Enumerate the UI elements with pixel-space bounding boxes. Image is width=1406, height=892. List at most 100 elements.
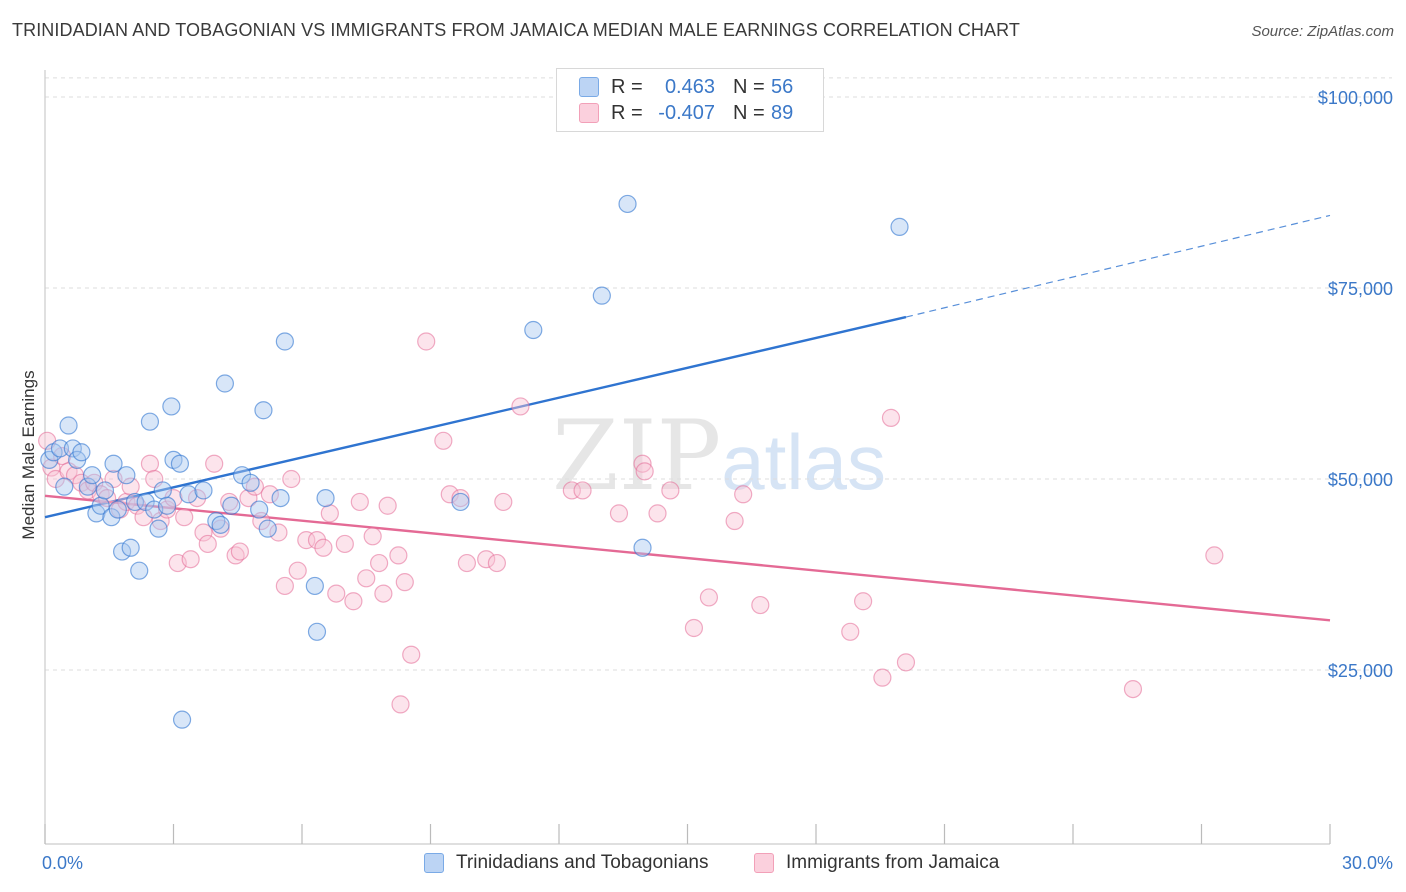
data-point-trinidad [153,481,172,500]
data-point-trinidad [121,538,140,557]
data-point-jamaica [252,511,271,531]
chart-title: TRINIDADIAN AND TOBAGONIAN VS IMMIGRANTS… [12,20,1020,40]
data-point-trinidad [215,374,234,393]
data-point-jamaica [260,485,279,504]
data-point-jamaica [699,588,719,607]
data-point-trinidad [271,489,290,508]
data-point-jamaica [562,481,581,500]
data-point-trinidad [179,485,198,504]
data-point-jamaica [854,592,873,611]
correlation-legend: R = 0.463 N = 56 R = -0.407 N = 89 [556,68,824,132]
legend-item-label: Immigrants from Jamaica [786,852,1000,873]
data-point-jamaica [307,531,327,550]
legend-r-value: 0.463 [664,75,715,98]
data-point-jamaica [198,534,217,554]
data-point-trinidad [170,454,190,473]
legend-n-value: 89 [771,101,794,124]
data-point-trinidad [222,496,241,515]
axis-labels: $25,000 $50,000 $75,000 $100,000 0.0% 30.0% Me… [19,88,1393,873]
data-point-jamaica [157,500,177,519]
data-point-trinidad [83,466,102,485]
data-point-jamaica [494,492,513,512]
trendline-trinidad [44,315,907,519]
data-point-jamaica [175,508,194,527]
data-point-jamaica [648,504,667,523]
data-point-trinidad [50,439,70,458]
data-point-jamaica [841,622,860,641]
data-point-trinidad [194,481,213,500]
data-point-jamaica [391,695,410,714]
legend-swatch-pink [579,103,599,123]
data-point-jamaica [417,332,436,351]
trend-lines [44,214,1331,622]
data-point-jamaica [187,489,207,508]
legend-row-trinidad: R = 0.463 N = 56 [579,74,793,100]
data-point-trinidad [305,576,324,596]
data-point-jamaica [734,485,753,504]
data-point-jamaica [1205,546,1224,565]
data-point-trinidad [316,489,335,508]
data-point-trinidad [162,397,181,416]
data-point-jamaica [239,489,258,508]
trendline-trinidad-extension [905,214,1331,318]
data-point-trinidad [72,443,91,462]
data-point-jamaica [896,653,916,672]
legend-swatch-blue [579,77,599,97]
data-point-trinidad [250,500,269,519]
data-point-trinidad [130,561,149,580]
data-point-jamaica [378,496,397,515]
data-point-trinidad [59,416,78,435]
data-point-jamaica [684,618,704,638]
legend-item-jamaica: Immigrants from Jamaica [754,852,999,874]
data-point-jamaica [363,527,382,546]
legend-r-label: R = [611,75,643,98]
data-point-trinidad [102,508,121,527]
data-point-jamaica [335,534,354,554]
data-point-trinidad [63,439,82,458]
data-point-jamaica [282,469,301,489]
trendline-jamaica [44,494,1331,622]
data-point-trinidad [592,286,611,305]
data-point-jamaica [181,550,200,569]
data-point-jamaica [661,481,680,500]
legend-swatch-blue [424,853,444,873]
grid-lines [45,77,1392,671]
data-point-trinidad [254,401,273,420]
data-point-trinidad [140,412,160,431]
series-legend: Trinidadians and Tobagonians Immigrants … [0,852,1406,878]
data-point-jamaica [350,492,369,512]
x-tick-label: 0.0% [42,853,83,873]
data-point-jamaica [511,397,530,416]
data-point-jamaica [327,584,346,603]
data-point-trinidad [117,466,136,485]
y-tick-label: $100,000 [1318,88,1393,108]
data-point-jamaica [314,538,333,557]
data-point-jamaica [140,454,160,473]
data-point-trinidad [258,519,277,538]
data-point-jamaica [487,553,506,573]
data-point-trinidad [275,332,294,351]
data-point-trinidad [307,622,327,641]
data-point-trinidad [149,519,168,538]
data-point-trinidad [451,492,470,512]
data-point-jamaica [344,592,363,611]
data-point-jamaica [205,454,224,473]
data-point-jamaica [395,573,414,592]
tick-marks [44,824,1331,844]
data-point-jamaica [357,569,376,588]
data-point-trinidad [241,473,260,492]
data-point-trinidad [55,477,74,496]
data-point-jamaica [1123,679,1143,699]
source-credit: Source: ZipAtlas.com [1251,23,1394,40]
legend-r-label: R = [611,101,643,124]
data-point-jamaica [873,668,892,687]
legend-n-value: 56 [771,75,794,98]
y-tick-label: $75,000 [1328,279,1393,299]
data-point-jamaica [609,504,629,523]
data-point-trinidad [112,542,132,561]
y-axis-label: Median Male Earnings [19,370,38,539]
data-point-trinidad [211,515,230,534]
data-point-trinidad [618,194,637,214]
data-point-jamaica [230,542,249,561]
